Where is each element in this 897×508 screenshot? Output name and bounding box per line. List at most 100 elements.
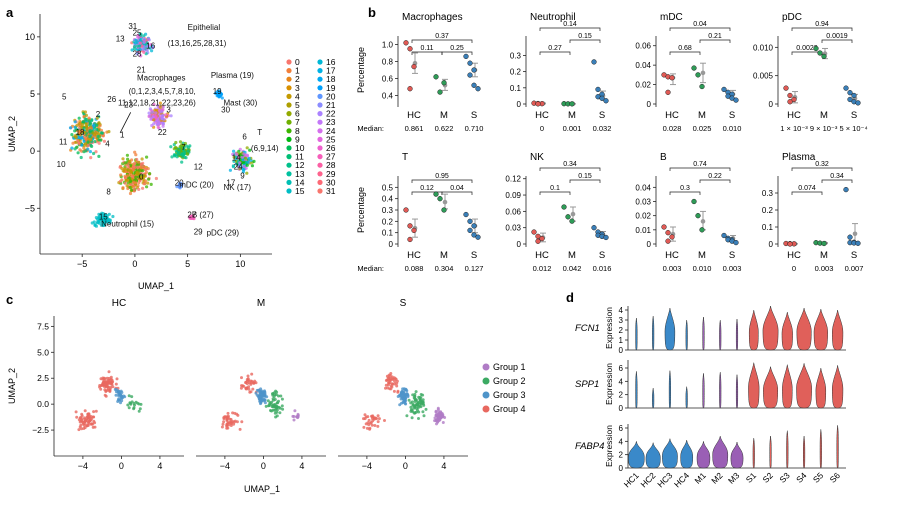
sample-point [591,59,597,65]
x-tick-label: −5 [77,259,87,269]
median-value: 0.001 [563,124,582,133]
legend-label: 20 [326,91,336,101]
umap-cell-dot [252,381,256,385]
umap-cell-dot [88,416,92,420]
violin-shape [781,311,793,351]
umap-cell-dot [138,41,143,45]
umap-cell-dot [245,153,250,157]
legend-label: 3 [295,83,300,93]
umap-cell-dot [403,401,407,405]
umap-cell-dot [142,50,146,54]
legend-swatch [317,162,323,168]
umap-cell-dot [219,92,223,96]
legend-label: 17 [326,66,336,76]
umap-cell-dot [244,381,248,385]
umap-cell-dot [161,114,165,118]
violin-shape [762,305,779,351]
umap-cell-dot [246,377,250,381]
cluster-number-label: 22 [158,128,167,137]
legend-swatch [286,93,292,99]
umap-cell-dot [175,155,179,159]
sample-point [407,236,413,243]
celltype-subplot: Plasma 0 0.1 0.2 0.3 0.074 0.340.32 HC 0 M 0.003 S 0… [762,152,864,273]
x-tick-label: 4 [157,461,162,471]
violin-shape [748,309,759,351]
umap-cell-dot [178,140,183,144]
umap-cell-dot [92,123,96,127]
y-tick-label: 0 [647,240,652,249]
umap-cell-dot [240,376,243,380]
umap-cell-dot [148,107,152,111]
umap-cell-dot [376,414,380,418]
umap-cell-dot [413,394,417,398]
umap-cell-dot [228,168,232,172]
celltype-subplot: Neutrophil 0 0.1 0.2 0.3 0.27 0.150.14 HC 0 M 0.00… [510,12,612,133]
umap-cell-dot [265,395,269,399]
cluster-number-label: 5 [62,93,67,102]
umap-cell-dot [123,181,127,185]
p-value-label: 0.32 [815,161,829,168]
facet-title: HC [112,298,126,309]
umap-cell-dot [90,422,94,426]
sample-label: M3 [726,470,742,486]
umap-cell-dot [237,156,241,160]
cluster-number-label: 2 [96,110,101,119]
umap-cell-dot [123,161,127,165]
umap-cell-dot [86,144,90,148]
p-value-label: 0.15 [578,33,592,40]
legend-label: 11 [295,152,304,162]
violin-shape [662,438,678,469]
legend-swatch [286,162,292,168]
umap-cell-dot [70,146,74,150]
cluster-number-label: 7 [181,143,186,152]
umap-cell-dot [148,46,152,50]
umap-cell-dot [108,388,112,392]
significance-bracket [669,27,731,31]
sample-point [591,225,597,231]
umap-cell-dot [134,38,138,42]
significance-bracket [821,179,853,183]
violin-shape [652,387,655,409]
umap-cell-dot [393,379,397,383]
umap-cell-dot [85,424,89,428]
median-value: 0.304 [435,264,454,273]
umap-cell-dot [410,416,414,420]
sample-point [535,101,541,107]
y-tick-label: 2 [619,391,624,400]
umap-cell-dot [179,153,183,157]
sample-point [603,98,609,104]
x-tick-label: −4 [220,461,230,471]
violin-shape [730,441,744,469]
umap-cell-dot [99,128,103,132]
p-value-label: 0.1 [550,185,560,192]
cluster-number-label: 26 [107,95,116,104]
y-tick-label: 2 [619,326,624,335]
group-label: HC [665,250,679,261]
legend-swatch [286,179,292,185]
umap-cell-dot [405,392,409,396]
cluster-number-label: 13 [116,34,125,43]
legend-label: 1 [295,66,300,76]
y-axis-label: Expression [604,307,614,349]
umap-cell-dot [77,141,81,146]
sample-point [463,53,469,60]
umap-cell-dot [139,54,143,58]
umap-cell-dot [92,220,96,224]
umap-cell-dot [222,420,226,424]
p-value-label: 0.68 [678,45,692,52]
umap-cell-dot [136,163,140,167]
umap-cell-dot [111,380,115,384]
y-tick-label: 10 [25,32,35,42]
umap-cell-dot [129,179,133,183]
umap-cell-dot [249,390,253,394]
group-label: HC [665,110,679,121]
group-label: M [568,250,576,261]
umap-cell-dot [367,418,371,422]
umap-cell-dot [94,409,98,413]
umap-cell-dot [421,393,425,397]
umap-cell-dot [102,139,106,143]
panel-letter-c: c [6,292,13,307]
umap-cell-dot [146,44,150,48]
legend-swatch [317,171,323,177]
